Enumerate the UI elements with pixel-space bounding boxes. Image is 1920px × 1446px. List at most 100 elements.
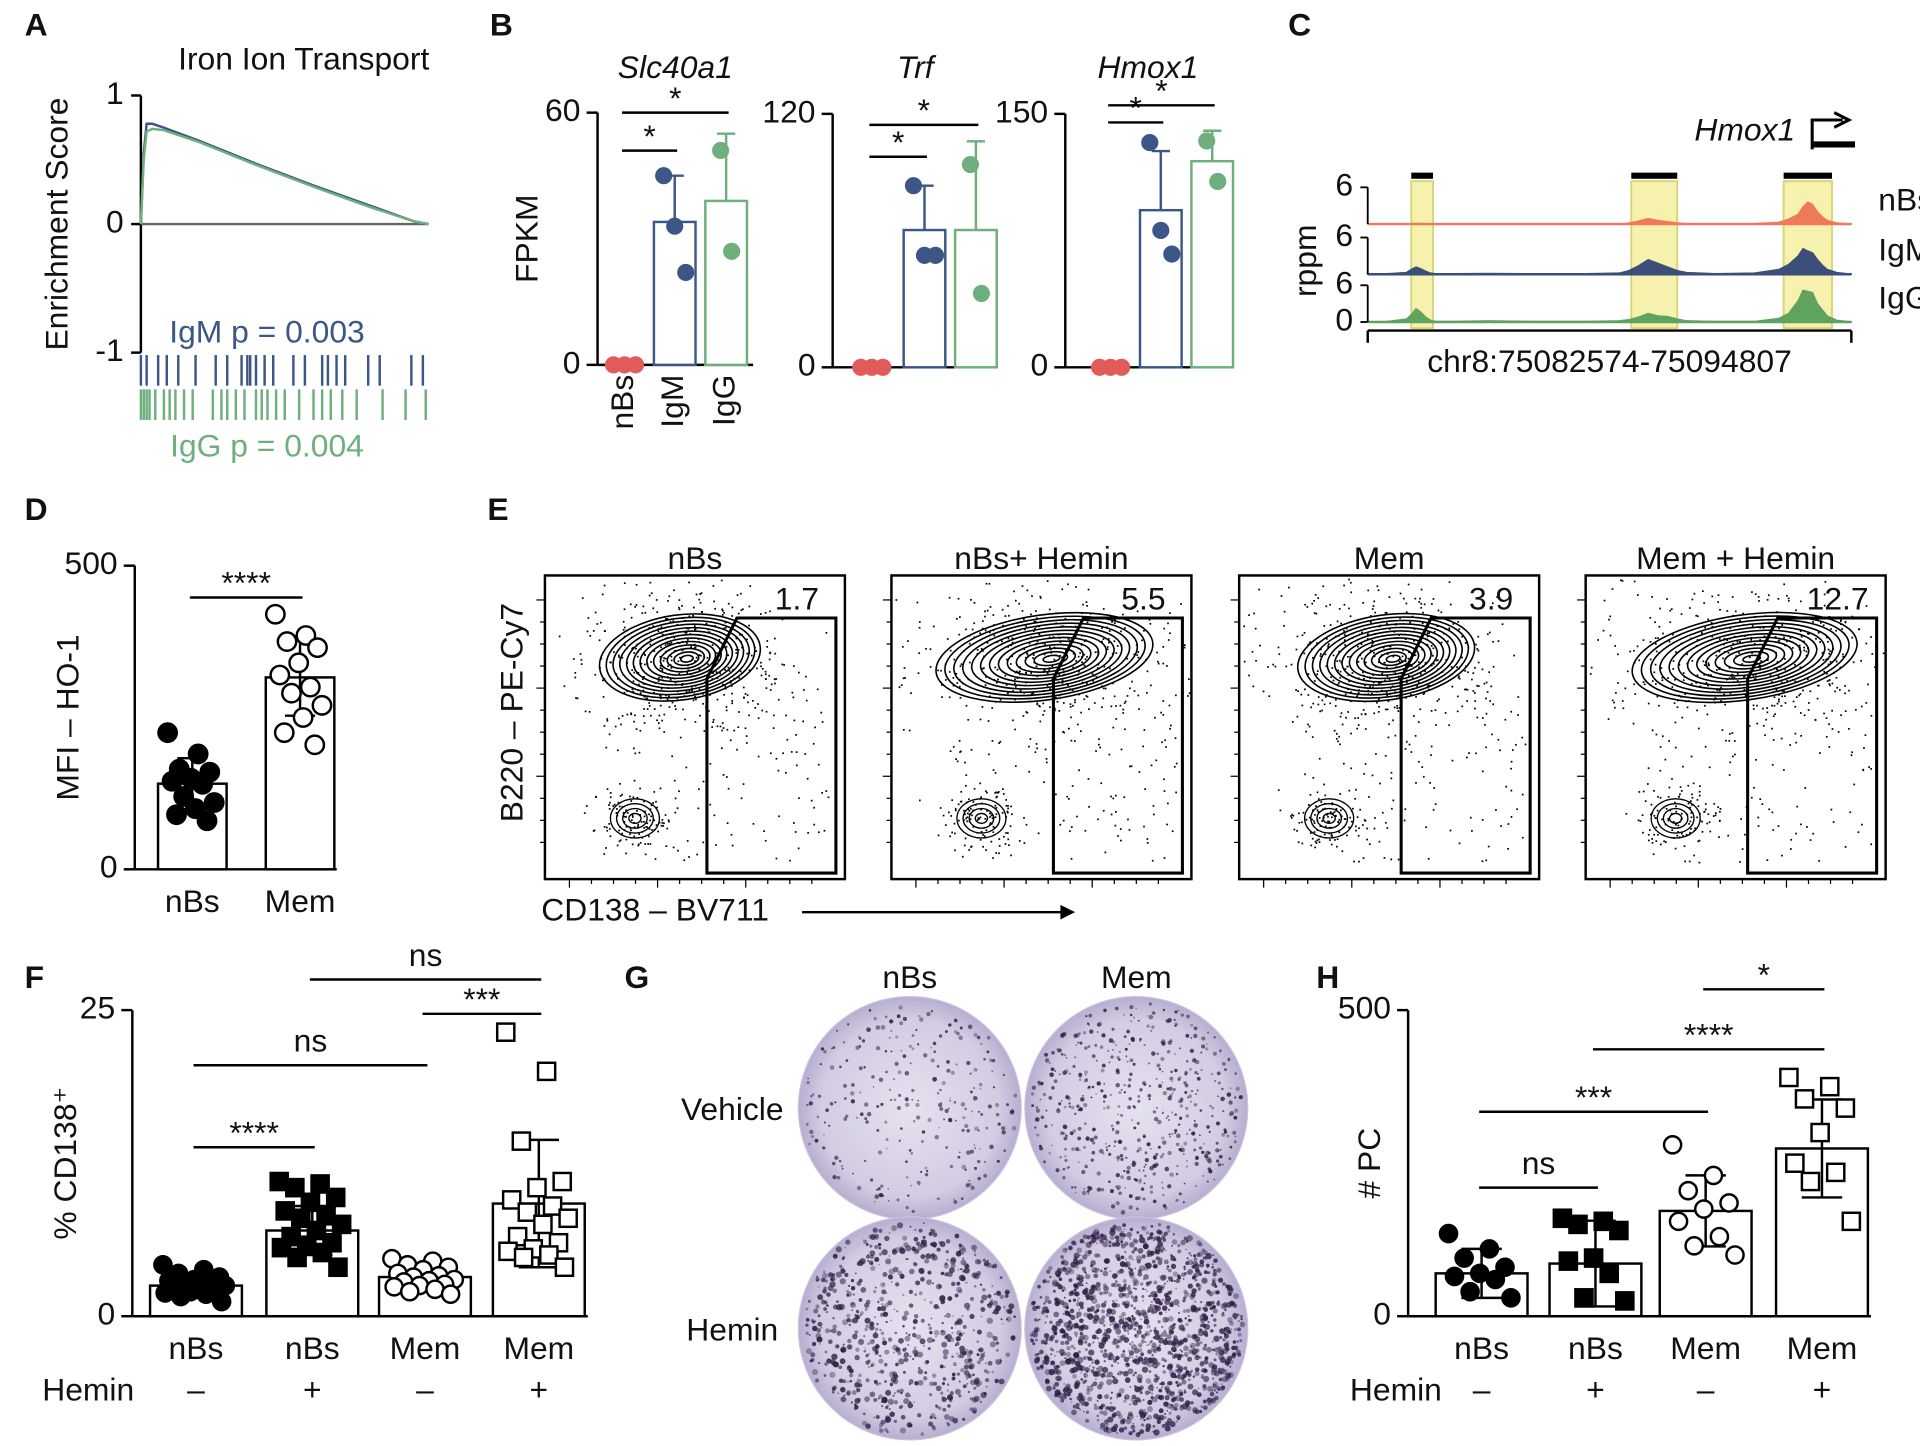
event-dot (1335, 737, 1338, 740)
event-dot (1865, 605, 1868, 607)
spot (1221, 1163, 1224, 1166)
event-dot (1778, 627, 1780, 630)
spot (1199, 1409, 1203, 1413)
spot (1038, 1082, 1042, 1087)
spot (1132, 1422, 1134, 1425)
spot (954, 1321, 958, 1325)
event-dot (1371, 692, 1373, 695)
event-dot (964, 837, 967, 840)
event-dot (1079, 652, 1081, 654)
event-dot (1076, 815, 1078, 818)
event-dot (1325, 637, 1328, 640)
event-dot (1336, 838, 1339, 841)
event-dot (1360, 657, 1363, 660)
spot (1110, 1124, 1114, 1128)
spot (1110, 1055, 1114, 1059)
spot (977, 1129, 980, 1132)
event-dot (1432, 598, 1435, 600)
event-dot (1043, 781, 1045, 783)
event-dot (806, 777, 809, 780)
spot (935, 1335, 938, 1338)
data-point (292, 707, 314, 728)
event-dot (1350, 767, 1353, 770)
spot (1157, 1145, 1161, 1149)
spot (1114, 1342, 1117, 1345)
event-dot (968, 661, 971, 664)
event-dot (1386, 675, 1389, 677)
event-dot (670, 659, 673, 662)
spot (1083, 1145, 1086, 1149)
panel-letter: G (625, 959, 650, 995)
spot (1183, 1390, 1187, 1394)
spot (1089, 1365, 1091, 1368)
event-dot (1013, 682, 1016, 685)
spot (822, 1270, 826, 1274)
event-dot (1691, 804, 1693, 806)
event-dot (991, 707, 994, 709)
spot (963, 1267, 970, 1274)
spot (1102, 1352, 1109, 1359)
event-dot (625, 825, 628, 828)
event-dot (603, 630, 606, 633)
spot (1217, 1081, 1221, 1085)
event-dot (958, 819, 960, 822)
event-dot (1102, 687, 1105, 690)
event-dot (1005, 799, 1008, 801)
event-dot (1148, 618, 1151, 621)
spot (942, 1382, 945, 1385)
event-dot (1343, 629, 1345, 632)
row-value: + (303, 1372, 322, 1408)
spot (1063, 1053, 1067, 1057)
event-dot (1799, 712, 1802, 714)
event-dot (584, 710, 587, 713)
spot (1187, 1268, 1193, 1275)
event-dot (1836, 686, 1839, 689)
event-dot (1870, 843, 1873, 846)
spot (888, 1088, 892, 1091)
spot (1063, 1136, 1068, 1141)
spot (908, 1149, 912, 1152)
spot (923, 1344, 925, 1347)
spot (867, 1342, 870, 1346)
spot (912, 1357, 915, 1360)
event-dot (1141, 639, 1143, 642)
event-dot (1157, 662, 1160, 665)
x-axis-label: chr8:75082574-75094807 (1427, 343, 1792, 379)
spot (1108, 1038, 1114, 1043)
event-dot (709, 762, 712, 765)
spot (894, 1282, 900, 1287)
spot (1213, 1178, 1216, 1181)
spot (1134, 1178, 1138, 1182)
event-dot (656, 611, 659, 614)
spot (1115, 1201, 1120, 1206)
event-dot (1343, 639, 1346, 641)
event-dot (764, 678, 767, 680)
event-dot (1183, 644, 1186, 646)
spot (1093, 1135, 1098, 1140)
event-dot (714, 607, 716, 610)
spot (1177, 1078, 1181, 1082)
event-dot (994, 792, 997, 794)
event-dot (1392, 719, 1394, 722)
spot (1115, 1130, 1120, 1135)
event-dot (1865, 702, 1868, 704)
spot (1115, 1344, 1120, 1349)
event-dot (1638, 659, 1641, 662)
event-dot (973, 602, 976, 604)
event-dot (1708, 821, 1711, 824)
spot (881, 1289, 887, 1295)
spot (1128, 1042, 1131, 1045)
event-dot (1319, 655, 1322, 657)
spot (899, 1247, 906, 1255)
spot (958, 1332, 963, 1337)
contour (1686, 633, 1810, 684)
event-dot (1789, 744, 1791, 746)
event-dot (1019, 666, 1021, 669)
event-dot (1108, 630, 1111, 632)
spot (1120, 1210, 1126, 1215)
spot (924, 1172, 929, 1177)
event-dot (1655, 826, 1658, 829)
spot (819, 1063, 822, 1066)
spot (857, 1035, 861, 1038)
spot (877, 1397, 880, 1400)
